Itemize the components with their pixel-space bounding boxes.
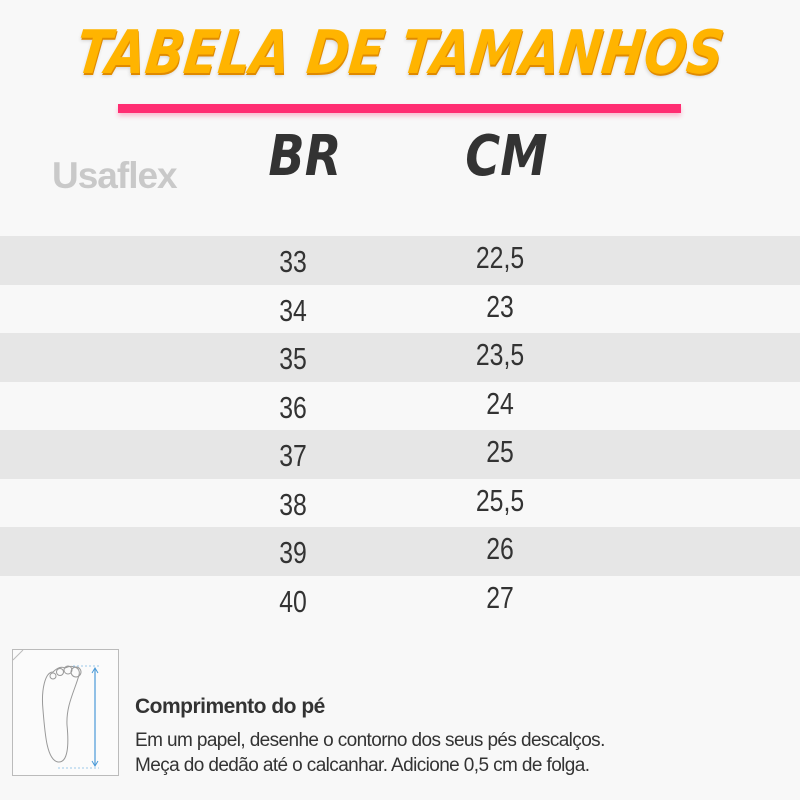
header-br: BR [268, 124, 342, 189]
info-line-1: Em um papel, desenhe o contorno dos seus… [135, 730, 605, 751]
cell-cm: 23,5 [475, 337, 525, 372]
cell-br: 33 [279, 244, 307, 279]
table-row: 38 25,5 [0, 479, 800, 528]
cell-br: 37 [279, 438, 307, 473]
cell-cm: 23 [486, 288, 514, 324]
cell-br: 39 [279, 535, 307, 570]
page-title: TABELA DE TAMANHOS [72, 18, 728, 88]
brand-logo: Usaflex [52, 155, 178, 196]
table-row: 34 23 [0, 285, 800, 334]
table-row: 37 25 [0, 430, 800, 479]
cell-cm: 24 [486, 385, 514, 421]
cell-cm: 22,5 [475, 240, 525, 275]
info-line-2: Meça do dedão até o calcanhar. Adicione … [135, 755, 590, 776]
table-row: 39 26 [0, 527, 800, 576]
header-cm: CM [465, 124, 548, 189]
cell-br: 38 [279, 486, 307, 522]
title-underline [118, 104, 681, 113]
foot-measure-icon [12, 649, 119, 776]
cell-br: 40 [279, 583, 307, 619]
cell-br: 35 [279, 341, 307, 376]
cell-cm: 25,5 [475, 482, 525, 518]
size-table: 33 22,5 34 23 35 23,5 36 24 37 25 38 25,5 39 26 40 27 [0, 236, 800, 624]
info-title: Comprimento do pé [135, 695, 325, 718]
table-row: 33 22,5 [0, 236, 800, 285]
cell-br: 34 [279, 292, 307, 328]
cell-cm: 25 [486, 434, 514, 469]
table-row: 35 23,5 [0, 333, 800, 382]
table-row: 36 24 [0, 382, 800, 431]
table-row: 40 27 [0, 576, 800, 625]
cell-br: 36 [279, 389, 307, 425]
cell-cm: 26 [486, 531, 514, 566]
cell-cm: 27 [486, 579, 514, 615]
info-text: Em um papel, desenhe o contorno dos seus… [135, 728, 605, 778]
